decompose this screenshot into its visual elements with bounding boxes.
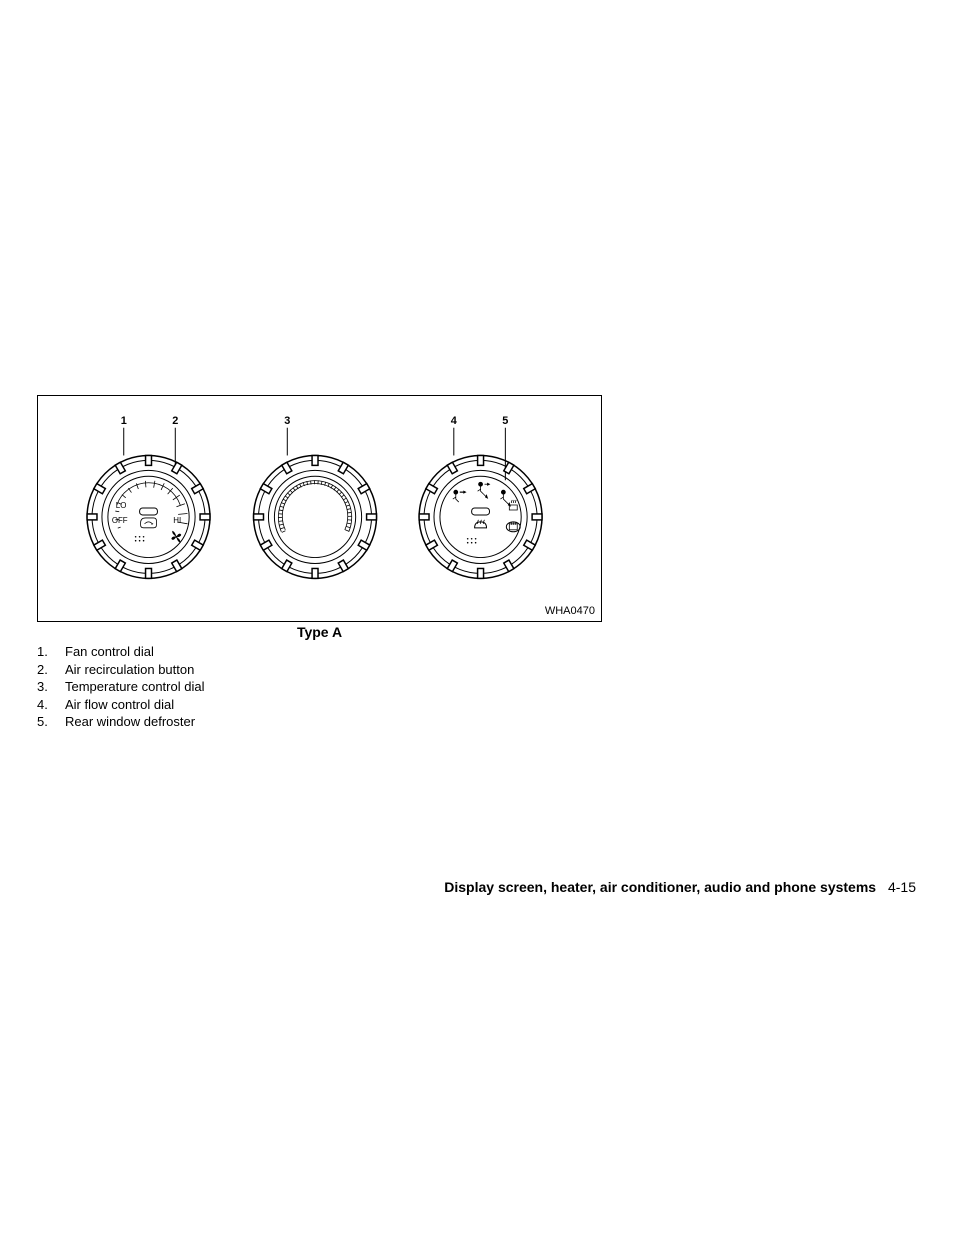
indicator-dots (467, 538, 477, 544)
fan-icon (171, 531, 181, 543)
legend-num: 4. (37, 696, 65, 714)
front-defrost-icon (475, 520, 487, 528)
legend-item: 2. Air recirculation button (37, 661, 204, 679)
label-off: OFF (112, 516, 128, 525)
legend-text: Air flow control dial (65, 696, 174, 714)
figure-box: 1 2 3 4 5 (37, 395, 602, 622)
callout-4: 4 (451, 415, 457, 427)
legend-item: 1. Fan control dial (37, 643, 204, 661)
legend-num: 3. (37, 678, 65, 696)
recirc-button (140, 508, 158, 515)
legend-text: Air recirculation button (65, 661, 194, 679)
callout-2: 2 (172, 415, 178, 427)
figure-legend: 1. Fan control dial 2. Air recirculation… (37, 643, 204, 731)
figure-code: WHA0470 (545, 605, 595, 617)
legend-num: 1. (37, 643, 65, 661)
airflow-control-dial (419, 455, 542, 578)
page-footer: Display screen, heater, air conditioner,… (0, 879, 954, 895)
footer-page-number: 4-15 (888, 879, 916, 895)
temp-scale (278, 480, 351, 532)
recirculation-icon (141, 518, 157, 528)
callout-3: 3 (284, 415, 290, 427)
label-lo: LO (116, 501, 127, 510)
legend-text: Fan control dial (65, 643, 154, 661)
rear-defrost-icon (506, 522, 520, 532)
ac-button (472, 508, 490, 515)
indicator-dots (135, 536, 145, 542)
legend-text: Temperature control dial (65, 678, 204, 696)
legend-num: 5. (37, 713, 65, 731)
legend-item: 4. Air flow control dial (37, 696, 204, 714)
footer-section: Display screen, heater, air conditioner,… (444, 879, 876, 895)
legend-item: 5. Rear window defroster (37, 713, 204, 731)
callout-1: 1 (121, 415, 127, 427)
legend-num: 2. (37, 661, 65, 679)
legend-item: 3. Temperature control dial (37, 678, 204, 696)
hvac-controls-diagram: 1 2 3 4 5 (38, 396, 601, 621)
label-hi: HI (173, 516, 181, 525)
fan-control-dial: LO OFF HI (87, 455, 210, 578)
legend-text: Rear window defroster (65, 713, 195, 731)
temperature-control-dial (254, 455, 377, 578)
callout-5: 5 (502, 415, 508, 427)
manual-page: 1 2 3 4 5 (0, 0, 954, 1235)
figure-caption: Type A (37, 624, 602, 640)
